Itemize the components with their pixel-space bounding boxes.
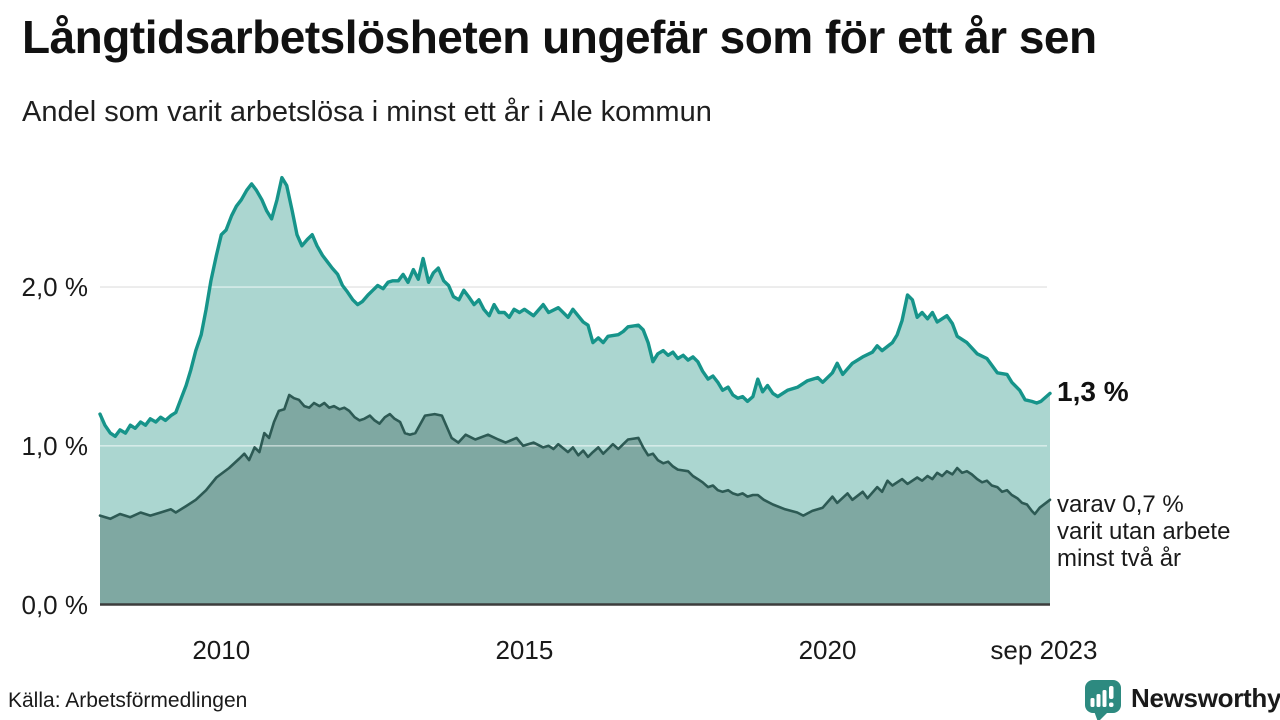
- x-axis-label: 2020: [798, 635, 857, 665]
- y-axis-label: 1,0 %: [21, 430, 89, 461]
- chart-subtitle: Andel som varit arbetslösa i minst ett å…: [22, 96, 712, 128]
- sub-note-line-1: varav 0,7 %: [1057, 491, 1184, 518]
- area-series-2: [100, 395, 1050, 605]
- newsworthy-logo-icon: [1085, 680, 1121, 720]
- line-series-1: [98, 175, 1052, 438]
- line-series-2: [98, 393, 1052, 521]
- y-axis-label: 0,0 %: [21, 589, 89, 620]
- source-credit: Källa: Arbetsförmedlingen: [8, 689, 248, 712]
- sub-note-annotation: varav 0,7 % varit utan arbete minst två …: [1057, 491, 1230, 572]
- x-axis-label: 2010: [192, 635, 251, 665]
- sub-note-line-2: varit utan arbete: [1057, 518, 1231, 545]
- x-axis-label: sep 2023: [990, 635, 1098, 665]
- sub-note-line-3: minst två år: [1057, 545, 1182, 572]
- latest-value-annotation: 1,3 %: [1057, 376, 1129, 408]
- newsworthy-logo[interactable]: Newsworthy: [1084, 679, 1280, 720]
- newsworthy-logo-text: Newsworthy: [1131, 683, 1280, 713]
- y-axis-label: 2,0 %: [21, 272, 89, 303]
- chart-title: Långtidsarbetslösheten ungefär som för e…: [22, 11, 1097, 63]
- x-axis-label: 2015: [495, 635, 554, 665]
